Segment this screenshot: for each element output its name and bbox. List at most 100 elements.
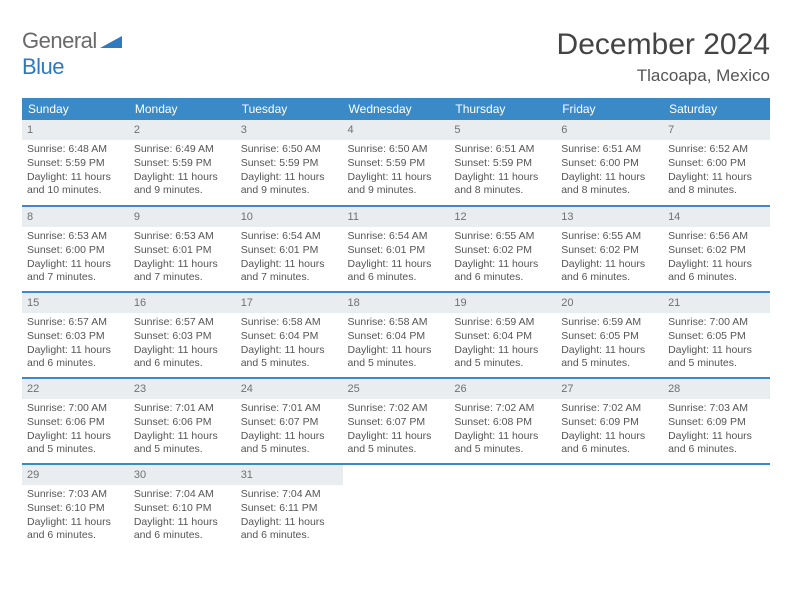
day-number: 25 (343, 379, 450, 399)
day-number: 20 (556, 293, 663, 313)
sunset-text: Sunset: 6:05 PM (561, 330, 658, 344)
day-body: Sunrise: 6:56 AMSunset: 6:02 PMDaylight:… (663, 227, 770, 290)
day-body: Sunrise: 7:04 AMSunset: 6:11 PMDaylight:… (236, 485, 343, 548)
day-number: 18 (343, 293, 450, 313)
day-cell: 17Sunrise: 6:58 AMSunset: 6:04 PMDayligh… (236, 292, 343, 378)
day-cell: 8Sunrise: 6:53 AMSunset: 6:00 PMDaylight… (22, 206, 129, 292)
page-subtitle: Tlacoapa, Mexico (557, 66, 770, 86)
sunrise-text: Sunrise: 6:49 AM (134, 143, 231, 157)
sunset-text: Sunset: 6:02 PM (561, 244, 658, 258)
sunset-text: Sunset: 6:01 PM (241, 244, 338, 258)
day-number: 19 (449, 293, 556, 313)
day-body: Sunrise: 6:51 AMSunset: 6:00 PMDaylight:… (556, 140, 663, 203)
daylight-text: Daylight: 11 hours and 6 minutes. (348, 258, 445, 285)
day-header: Tuesday (236, 98, 343, 120)
daylight-text: Daylight: 11 hours and 5 minutes. (454, 430, 551, 457)
day-cell: 18Sunrise: 6:58 AMSunset: 6:04 PMDayligh… (343, 292, 450, 378)
daylight-text: Daylight: 11 hours and 6 minutes. (668, 430, 765, 457)
week-row: 1Sunrise: 6:48 AMSunset: 5:59 PMDaylight… (22, 120, 770, 206)
title-block: December 2024 Tlacoapa, Mexico (557, 28, 770, 86)
day-number: 11 (343, 207, 450, 227)
sunset-text: Sunset: 6:00 PM (668, 157, 765, 171)
day-body: Sunrise: 6:50 AMSunset: 5:59 PMDaylight:… (236, 140, 343, 203)
daylight-text: Daylight: 11 hours and 6 minutes. (241, 516, 338, 543)
day-number: 28 (663, 379, 770, 399)
daylight-text: Daylight: 11 hours and 5 minutes. (241, 344, 338, 371)
sunset-text: Sunset: 6:03 PM (134, 330, 231, 344)
day-cell: 22Sunrise: 7:00 AMSunset: 6:06 PMDayligh… (22, 378, 129, 464)
sunrise-text: Sunrise: 6:58 AM (348, 316, 445, 330)
day-body: Sunrise: 6:51 AMSunset: 5:59 PMDaylight:… (449, 140, 556, 203)
sunrise-text: Sunrise: 6:59 AM (454, 316, 551, 330)
day-number: 2 (129, 120, 236, 140)
day-cell: 6Sunrise: 6:51 AMSunset: 6:00 PMDaylight… (556, 120, 663, 206)
day-body: Sunrise: 7:03 AMSunset: 6:09 PMDaylight:… (663, 399, 770, 462)
sunset-text: Sunset: 5:59 PM (134, 157, 231, 171)
sunset-text: Sunset: 6:02 PM (454, 244, 551, 258)
sunset-text: Sunset: 5:59 PM (27, 157, 124, 171)
day-cell: 4Sunrise: 6:50 AMSunset: 5:59 PMDaylight… (343, 120, 450, 206)
day-body: Sunrise: 7:02 AMSunset: 6:07 PMDaylight:… (343, 399, 450, 462)
day-body: Sunrise: 7:04 AMSunset: 6:10 PMDaylight:… (129, 485, 236, 548)
day-cell: 7Sunrise: 6:52 AMSunset: 6:00 PMDaylight… (663, 120, 770, 206)
sunrise-text: Sunrise: 7:01 AM (241, 402, 338, 416)
day-cell: 31Sunrise: 7:04 AMSunset: 6:11 PMDayligh… (236, 464, 343, 550)
day-body: Sunrise: 7:03 AMSunset: 6:10 PMDaylight:… (22, 485, 129, 548)
daylight-text: Daylight: 11 hours and 6 minutes. (561, 258, 658, 285)
sunset-text: Sunset: 6:09 PM (561, 416, 658, 430)
sunset-text: Sunset: 6:06 PM (27, 416, 124, 430)
daylight-text: Daylight: 11 hours and 6 minutes. (134, 344, 231, 371)
sunset-text: Sunset: 5:59 PM (348, 157, 445, 171)
week-row: 15Sunrise: 6:57 AMSunset: 6:03 PMDayligh… (22, 292, 770, 378)
day-body: Sunrise: 6:52 AMSunset: 6:00 PMDaylight:… (663, 140, 770, 203)
sunrise-text: Sunrise: 6:53 AM (27, 230, 124, 244)
sunrise-text: Sunrise: 6:54 AM (348, 230, 445, 244)
day-cell: 14Sunrise: 6:56 AMSunset: 6:02 PMDayligh… (663, 206, 770, 292)
day-cell: 24Sunrise: 7:01 AMSunset: 6:07 PMDayligh… (236, 378, 343, 464)
day-number: 17 (236, 293, 343, 313)
sunrise-text: Sunrise: 6:51 AM (561, 143, 658, 157)
day-cell: 2Sunrise: 6:49 AMSunset: 5:59 PMDaylight… (129, 120, 236, 206)
day-number: 29 (22, 465, 129, 485)
day-cell: 9Sunrise: 6:53 AMSunset: 6:01 PMDaylight… (129, 206, 236, 292)
sunrise-text: Sunrise: 7:01 AM (134, 402, 231, 416)
day-body: Sunrise: 6:48 AMSunset: 5:59 PMDaylight:… (22, 140, 129, 203)
sunrise-text: Sunrise: 7:02 AM (561, 402, 658, 416)
day-number: 21 (663, 293, 770, 313)
day-number: 3 (236, 120, 343, 140)
sunrise-text: Sunrise: 7:03 AM (27, 488, 124, 502)
day-body: Sunrise: 6:53 AMSunset: 6:01 PMDaylight:… (129, 227, 236, 290)
daylight-text: Daylight: 11 hours and 5 minutes. (134, 430, 231, 457)
sunset-text: Sunset: 6:04 PM (241, 330, 338, 344)
daylight-text: Daylight: 11 hours and 6 minutes. (561, 430, 658, 457)
daylight-text: Daylight: 11 hours and 5 minutes. (348, 430, 445, 457)
daylight-text: Daylight: 11 hours and 9 minutes. (348, 171, 445, 198)
day-number: 4 (343, 120, 450, 140)
day-number: 8 (22, 207, 129, 227)
day-cell: 30Sunrise: 7:04 AMSunset: 6:10 PMDayligh… (129, 464, 236, 550)
daylight-text: Daylight: 11 hours and 5 minutes. (27, 430, 124, 457)
sunrise-text: Sunrise: 6:53 AM (134, 230, 231, 244)
daylight-text: Daylight: 11 hours and 7 minutes. (134, 258, 231, 285)
sunrise-text: Sunrise: 7:00 AM (668, 316, 765, 330)
day-body: Sunrise: 6:59 AMSunset: 6:05 PMDaylight:… (556, 313, 663, 376)
sunrise-text: Sunrise: 7:04 AM (241, 488, 338, 502)
daylight-text: Daylight: 11 hours and 7 minutes. (27, 258, 124, 285)
day-header: Monday (129, 98, 236, 120)
day-body: Sunrise: 7:01 AMSunset: 6:07 PMDaylight:… (236, 399, 343, 462)
page-title: December 2024 (557, 28, 770, 62)
sunrise-text: Sunrise: 6:50 AM (241, 143, 338, 157)
sunset-text: Sunset: 6:11 PM (241, 502, 338, 516)
day-number: 30 (129, 465, 236, 485)
sunset-text: Sunset: 6:02 PM (668, 244, 765, 258)
day-cell: 5Sunrise: 6:51 AMSunset: 5:59 PMDaylight… (449, 120, 556, 206)
daylight-text: Daylight: 11 hours and 9 minutes. (241, 171, 338, 198)
day-cell: 29Sunrise: 7:03 AMSunset: 6:10 PMDayligh… (22, 464, 129, 550)
day-number: 10 (236, 207, 343, 227)
day-body: Sunrise: 7:02 AMSunset: 6:08 PMDaylight:… (449, 399, 556, 462)
sunrise-text: Sunrise: 6:51 AM (454, 143, 551, 157)
header: General Blue December 2024 Tlacoapa, Mex… (22, 28, 770, 86)
daylight-text: Daylight: 11 hours and 6 minutes. (27, 516, 124, 543)
sunrise-text: Sunrise: 6:56 AM (668, 230, 765, 244)
day-cell: 12Sunrise: 6:55 AMSunset: 6:02 PMDayligh… (449, 206, 556, 292)
